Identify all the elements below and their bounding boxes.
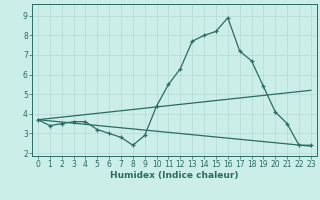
X-axis label: Humidex (Indice chaleur): Humidex (Indice chaleur) <box>110 171 239 180</box>
